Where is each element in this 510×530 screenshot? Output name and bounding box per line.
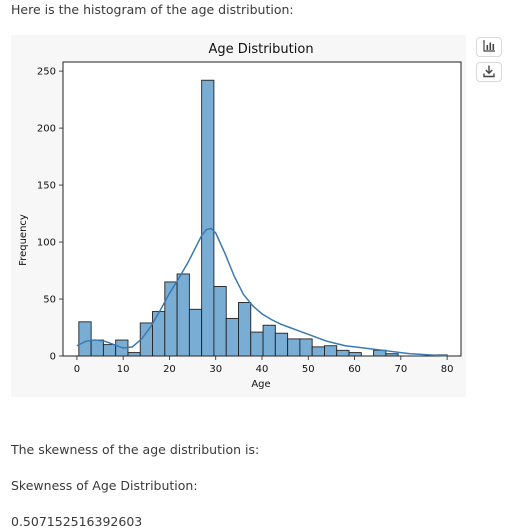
- histogram-bar: [287, 338, 301, 357]
- download-button[interactable]: [476, 62, 502, 82]
- histogram-chart: Age Distribution 0 10 20 30 40 50 60 70 80 0 50 10…: [18, 42, 462, 390]
- histogram-bar: [238, 301, 252, 357]
- x-tick-label: 0: [74, 364, 80, 375]
- y-tick-label: 250: [37, 67, 56, 78]
- histogram-bar: [176, 273, 190, 357]
- histogram-bar: [336, 349, 350, 357]
- histogram-bar: [152, 311, 166, 357]
- y-tick-label: 200: [37, 124, 56, 135]
- x-axis-label: Age: [251, 379, 270, 390]
- intro-text: Here is the histogram of the age distrib…: [11, 2, 294, 17]
- chart-card: Age Distribution 0 10 20 30 40 50 60 70 80 0 50 10…: [11, 35, 466, 397]
- y-tick-label: 50: [43, 295, 56, 306]
- x-tick-label: 70: [394, 364, 407, 375]
- histogram-bar: [274, 332, 289, 357]
- download-icon: [482, 63, 496, 82]
- histogram-bar: [324, 345, 338, 357]
- x-tick-label: 30: [209, 364, 222, 375]
- histogram-bar: [102, 344, 117, 357]
- y-tick-label: 0: [50, 352, 56, 363]
- x-tick-label: 80: [441, 364, 454, 375]
- skewness-value: 0.507152516392603: [11, 514, 143, 529]
- x-tick-label: 40: [256, 364, 269, 375]
- y-tick-label: 100: [37, 238, 56, 249]
- histogram-bar: [90, 339, 104, 357]
- y-axis-label: Frequency: [18, 214, 29, 266]
- histogram-bar: [78, 321, 92, 357]
- chart-view-button[interactable]: [476, 37, 502, 57]
- skewness-label: Skewness of Age Distribution:: [11, 478, 198, 493]
- histogram-bar: [385, 353, 399, 357]
- histogram-bar: [164, 281, 178, 357]
- bar-chart-icon: [482, 38, 496, 57]
- x-tick-label: 60: [348, 364, 361, 375]
- histogram-bar: [188, 308, 203, 357]
- x-tick-label: 50: [302, 364, 315, 375]
- x-tick-label: 10: [117, 364, 130, 375]
- histogram-bar: [201, 79, 215, 357]
- kde-line: [76, 227, 448, 357]
- y-tick-label: 150: [37, 181, 56, 192]
- x-tick-label: 20: [163, 364, 176, 375]
- histogram-bar: [262, 324, 276, 357]
- chart-title: Age Distribution: [208, 42, 313, 57]
- histogram-bar: [311, 346, 325, 357]
- histogram-bar: [250, 331, 264, 357]
- skewness-intro-text: The skewness of the age distribution is:: [11, 442, 260, 457]
- histogram-bar: [299, 338, 313, 357]
- histogram-bar: [127, 352, 141, 357]
- plot-area: [62, 61, 462, 357]
- histogram-bar: [348, 352, 362, 357]
- histogram-bar: [225, 317, 239, 357]
- histogram-bar: [213, 286, 227, 357]
